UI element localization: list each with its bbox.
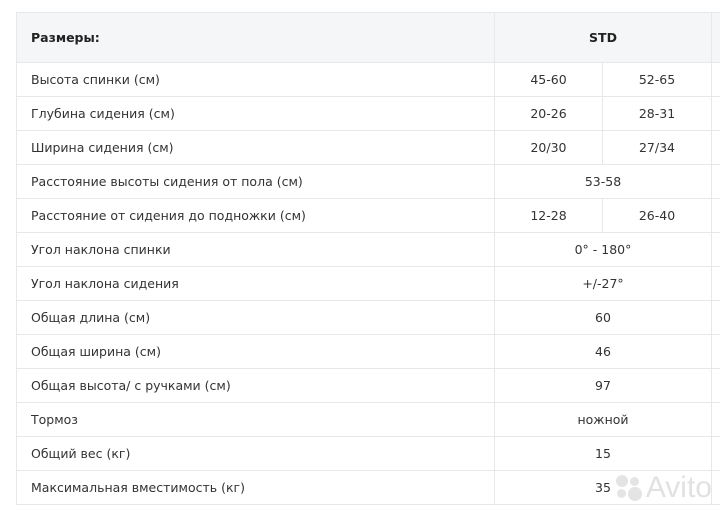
value-cell: 27/34 [602,130,712,165]
cut-off-cell [711,300,720,335]
avito-wordmark: Avito [645,471,712,504]
cut-off-cell [711,368,720,403]
value-cell: 20/30 [494,130,603,165]
value-cell: 45-60 [494,62,603,97]
cut-off-cell [711,334,720,369]
row-label: Ширина сидения (см) [16,130,495,165]
value-cell: 97 [494,368,712,403]
cut-off-cell [711,96,720,131]
value-cell: 0° - 180° [494,232,712,267]
avito-logo-icon [615,475,642,501]
cut-off-cell [711,164,720,199]
sizes-header: Размеры: [16,12,495,63]
row-label: Общий вес (кг) [16,436,495,471]
table-row: Общая высота/ с ручками (см) 97 [16,368,720,403]
table-row: Угол наклона сидения +/-27° [16,266,720,301]
value-cell: 26-40 [602,198,712,233]
row-label: Расстояние от сидения до подножки (см) [16,198,495,233]
value-cell: 46 [494,334,712,369]
cut-off-cell [711,62,720,97]
value-cell: 60 [494,300,712,335]
table-row: Расстояние высоты сидения от пола (см) 53… [16,164,720,199]
value-cell: 15 [494,436,712,471]
value-cell: 35 [494,470,712,505]
row-label: Максимальная вместимость (кг) [16,470,495,505]
table-row: Глубина сидения (см) 20-26 28-31 [16,96,720,131]
cut-off-cell [711,130,720,165]
std-header: STD [494,12,712,63]
cut-off-cell [711,266,720,301]
row-label: Глубина сидения (см) [16,96,495,131]
cut-off-cell [711,470,720,505]
value-cell: 52-65 [602,62,712,97]
row-label: Общая ширина (см) [16,334,495,369]
row-label: Высота спинки (см) [16,62,495,97]
cut-off-cell [711,232,720,267]
cut-off-cell [711,436,720,471]
value-cell: 12-28 [494,198,603,233]
cut-off-header [711,12,720,63]
table-row: Ширина сидения (см) 20/30 27/34 [16,130,720,165]
table-row: Высота спинки (см) 45-60 52-65 [16,62,720,97]
value-cell: +/-27° [494,266,712,301]
row-label: Расстояние высоты сидения от пола (см) [16,164,495,199]
table-row: Угол наклона спинки 0° - 180° [16,232,720,267]
value-cell: 20-26 [494,96,603,131]
avito-watermark: Avito [615,471,712,505]
value-cell: ножной [494,402,712,437]
table-row: Общий вес (кг) 15 [16,436,720,471]
specs-table: Размеры: STD Высота спинки (см) 45-60 52-6… [16,12,720,505]
row-label: Общая высота/ с ручками (см) [16,368,495,403]
header-row: Размеры: STD [16,12,720,63]
table-row: Общая ширина (см) 46 [16,334,720,369]
row-label: Тормоз [16,402,495,437]
row-label: Угол наклона сидения [16,266,495,301]
table-row: Расстояние от сидения до подножки (см) 12… [16,198,720,233]
row-label: Угол наклона спинки [16,232,495,267]
table-row: Тормоз ножной [16,402,720,437]
value-cell: 53-58 [494,164,712,199]
cut-off-cell [711,198,720,233]
cut-off-cell [711,402,720,437]
table-row: Максимальная вместимость (кг) 35 [16,470,720,505]
table-row: Общая длина (см) 60 [16,300,720,335]
value-cell: 28-31 [602,96,712,131]
row-label: Общая длина (см) [16,300,495,335]
